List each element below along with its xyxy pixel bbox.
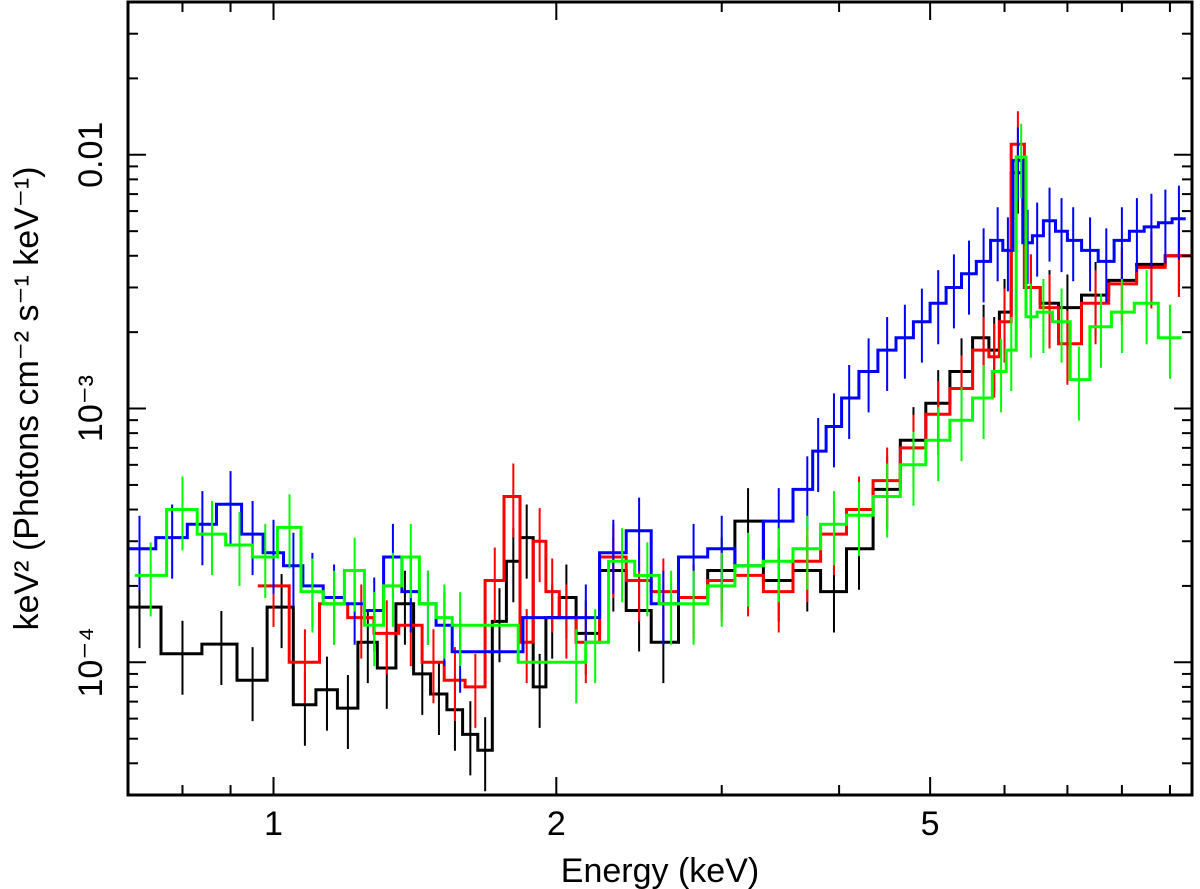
series-step-line <box>134 155 1182 664</box>
series-step-line <box>257 142 1192 689</box>
x-tick-label: 2 <box>547 805 566 843</box>
plot-frame <box>126 0 1194 797</box>
y-tick-label: 10⁻⁴ <box>72 627 110 697</box>
x-tick-label: 1 <box>264 805 283 843</box>
y-axis-label: keV² (Photons cm⁻² s⁻¹ keV⁻¹) <box>8 167 46 631</box>
y-tick-label: 0.01 <box>72 122 110 188</box>
spectrum-series-4 <box>134 123 1182 704</box>
series-step-line <box>128 158 1186 654</box>
plot-area <box>128 111 1192 792</box>
y-tick-label: 10⁻³ <box>72 375 110 442</box>
x-tick-label: 5 <box>921 805 940 843</box>
spectrum-series-2 <box>257 111 1192 728</box>
x-axis-label: Energy (keV) <box>561 852 759 889</box>
axis-ticks: 1 2 5 10⁻⁴ 10⁻³ 0.01 <box>72 2 1192 843</box>
